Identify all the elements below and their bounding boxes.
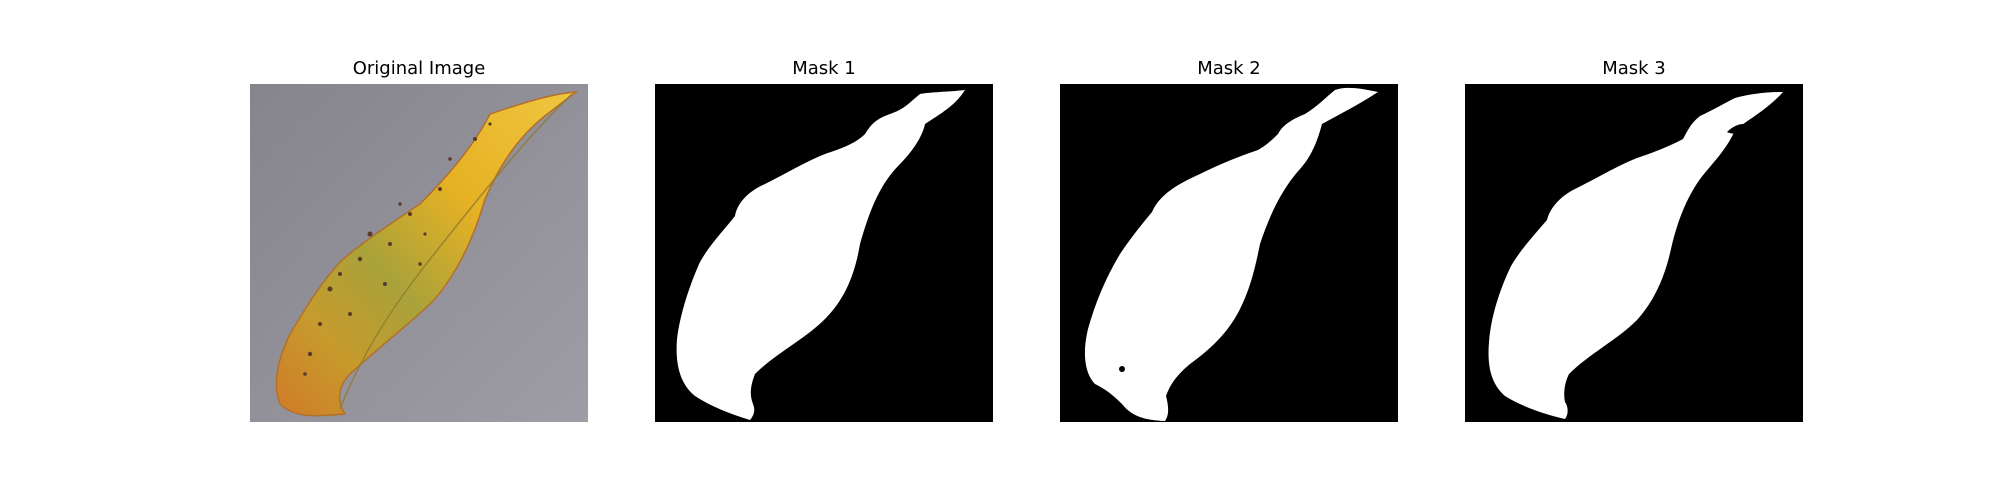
leaf-shape bbox=[275, 91, 579, 417]
mask-hole bbox=[1119, 366, 1125, 372]
mask-foreground bbox=[676, 90, 965, 420]
mask-foreground bbox=[1084, 87, 1378, 422]
panel-title-mask-2: Mask 2 bbox=[1197, 58, 1261, 79]
panel-title-original: Original Image bbox=[352, 58, 486, 79]
panel-original: Original Image bbox=[250, 0, 588, 500]
leaf-midrib bbox=[339, 93, 573, 410]
panel-title-mask-1: Mask 1 bbox=[792, 58, 856, 79]
panel-mask-2: Mask 2 bbox=[1060, 0, 1398, 500]
leaf-spots bbox=[303, 122, 492, 376]
panel-title-mask-3: Mask 3 bbox=[1602, 58, 1666, 79]
mask-hole bbox=[1727, 124, 1750, 134]
panel-mask-3: Mask 3 bbox=[1465, 0, 1803, 500]
mask-3-image bbox=[1465, 84, 1803, 422]
original-leaf-image bbox=[250, 84, 588, 422]
mask-foreground bbox=[1488, 92, 1783, 419]
mask-1-image bbox=[655, 84, 993, 422]
panel-mask-1: Mask 1 bbox=[655, 0, 993, 500]
mask-2-image bbox=[1060, 84, 1398, 422]
